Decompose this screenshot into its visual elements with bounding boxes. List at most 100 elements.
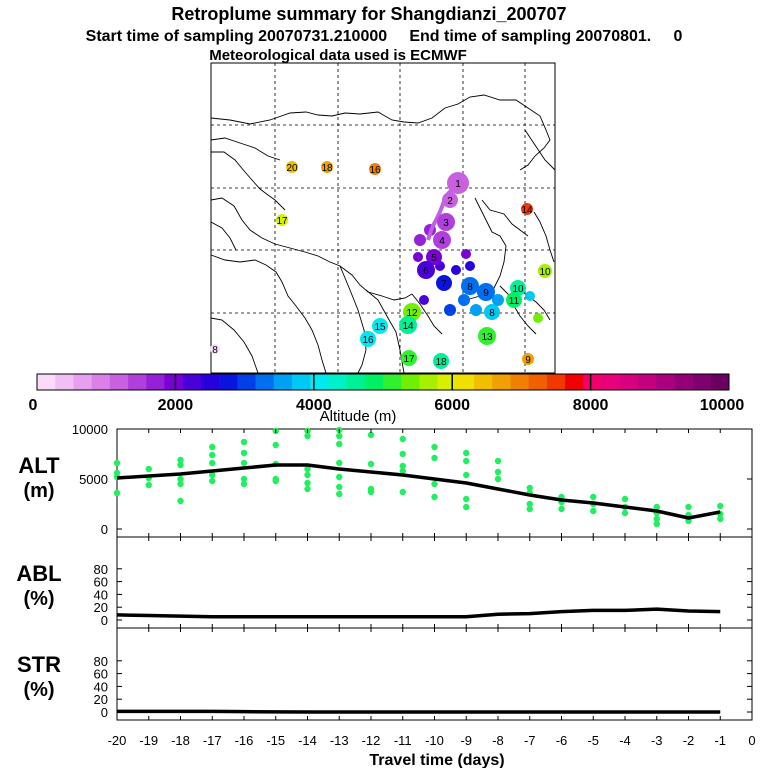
plume-marker — [426, 249, 442, 265]
x-tick-label: -15 — [266, 733, 285, 748]
plume-marker-label: 6 — [423, 266, 429, 277]
plume-marker-label: 16 — [362, 335, 374, 346]
colorbar-tick-label: 2000 — [158, 397, 194, 414]
colorbar-swatch — [364, 374, 384, 390]
colorbar-swatch — [383, 374, 402, 390]
colorbar-swatch — [273, 374, 293, 390]
altitude-scatter-point — [621, 495, 629, 503]
plume-trail-dot — [458, 294, 470, 306]
x-tick-label: -1 — [714, 733, 726, 748]
plume-marker-label: 15 — [374, 322, 386, 333]
plume-marker — [372, 318, 388, 334]
plume-trail-dot — [461, 249, 471, 259]
x-tick-label: -7 — [524, 733, 536, 748]
x-tick-label: -9 — [460, 733, 472, 748]
altitude-scatter-point — [177, 461, 184, 469]
x-tick-label: -17 — [203, 733, 222, 748]
plume-marker — [506, 292, 522, 308]
altitude-scatter-point — [304, 479, 311, 487]
colorbar-swatch — [328, 374, 347, 390]
plume-marker-label: 17 — [403, 354, 415, 365]
plume-marker — [369, 163, 381, 175]
y-tick-label: 60 — [94, 667, 108, 682]
colorbar-swatch — [219, 374, 238, 390]
plume-marker — [484, 304, 500, 320]
altitude-scatter-point — [494, 457, 502, 465]
altitude-scatter-point — [463, 471, 470, 479]
colorbar-swatch — [492, 374, 511, 390]
plume-marker-label: 8 — [212, 345, 218, 356]
altitude-scatter-point — [717, 515, 724, 523]
y-tick-label: 0 — [101, 613, 108, 628]
plume-marker-label: 7 — [441, 279, 447, 290]
panel-series-line — [116, 607, 721, 619]
y-tick-label: 10000 — [72, 422, 108, 437]
plume-marker — [538, 264, 552, 278]
altitude-scatter-point — [526, 484, 533, 492]
altitude-scatter-point — [304, 432, 311, 440]
altitude-scatter-point — [653, 520, 660, 528]
plume-marker-label: 16 — [369, 165, 381, 176]
y-tick-label: 5000 — [79, 472, 108, 487]
altitude-scatter-point — [336, 483, 343, 491]
x-tick-label: -8 — [492, 733, 504, 748]
altitude-scatter-point — [717, 502, 724, 510]
altitude-scatter-point — [431, 480, 438, 488]
plume-marker-label: 13 — [481, 332, 493, 343]
altitude-scatter-point — [431, 454, 438, 462]
altitude-scatter-point — [431, 443, 438, 451]
plume-marker-label: 18 — [321, 163, 333, 174]
colorbar-swatch — [146, 374, 165, 390]
panel-series-line — [117, 709, 721, 714]
plume-marker-label: 4 — [439, 236, 445, 247]
plume-marker-label: 8 — [489, 308, 495, 319]
x-axis-label: Travel time (days) — [369, 752, 504, 768]
x-axis: -20 -19 -18 -17 -16 -15 -14 -13 -12 -11 -10 -9 -8 -7-… — [108, 733, 756, 748]
altitude-scatter-point — [272, 477, 279, 485]
altitude-scatter-point — [399, 462, 406, 470]
panel-alt: 10000 5000 0 ALT(m) — [18, 422, 753, 538]
plume-marker — [286, 161, 298, 173]
met-data: Meteorological data used is ECMWF — [209, 47, 467, 64]
altitude-scatter-point — [336, 440, 343, 448]
colorbar-swatch — [455, 374, 475, 390]
plume-marker — [437, 213, 455, 231]
colorbar-tick-label: 0 — [29, 397, 38, 414]
x-tick-label: -3 — [651, 733, 663, 748]
plume-marker-label: 9 — [525, 355, 531, 366]
colorbar-swatch — [200, 374, 220, 390]
altitude-scatter-point — [367, 488, 375, 496]
plume-marker-label: 2 — [447, 196, 453, 207]
y-tick-label: 60 — [94, 575, 108, 590]
plume-marker — [210, 344, 220, 354]
plume-marker-label: 8 — [467, 282, 473, 293]
plume-marker-label: 11 — [509, 296, 520, 307]
altitude-scatter-point — [336, 490, 343, 498]
altitude-scatter-point — [304, 471, 311, 479]
plume-marker-label: 10 — [539, 267, 551, 278]
plume-marker — [461, 277, 479, 295]
plume-centroid-track — [426, 181, 460, 241]
plume-trail-dot — [492, 294, 504, 306]
plume-marker — [442, 192, 458, 208]
plume-trail-dot — [419, 295, 429, 305]
colorbar-label: Altitude (m) — [320, 408, 397, 425]
altitude-scatter-point — [209, 451, 216, 459]
plume-marker — [447, 172, 469, 194]
x-tick-label: -11 — [394, 733, 412, 748]
plume-marker — [433, 231, 451, 249]
colorbar-tick-label: 8000 — [573, 397, 609, 414]
colorbar-swatch — [710, 374, 730, 390]
altitude-scatter-point — [621, 509, 629, 517]
colorbar: 0 2000 4000 6000 8000 10000 Altitude (m) — [29, 373, 744, 425]
plume-marker-label: 10 — [512, 284, 524, 295]
panel-ylabel: ABL — [16, 561, 61, 586]
panel-yunit: (%) — [23, 679, 54, 701]
colorbar-swatch — [91, 374, 111, 390]
y-tick-label: 20 — [94, 692, 108, 707]
plume-marker-label: 3 — [443, 218, 449, 229]
plume-marker — [360, 331, 376, 347]
x-tick-label: -10 — [425, 733, 444, 748]
